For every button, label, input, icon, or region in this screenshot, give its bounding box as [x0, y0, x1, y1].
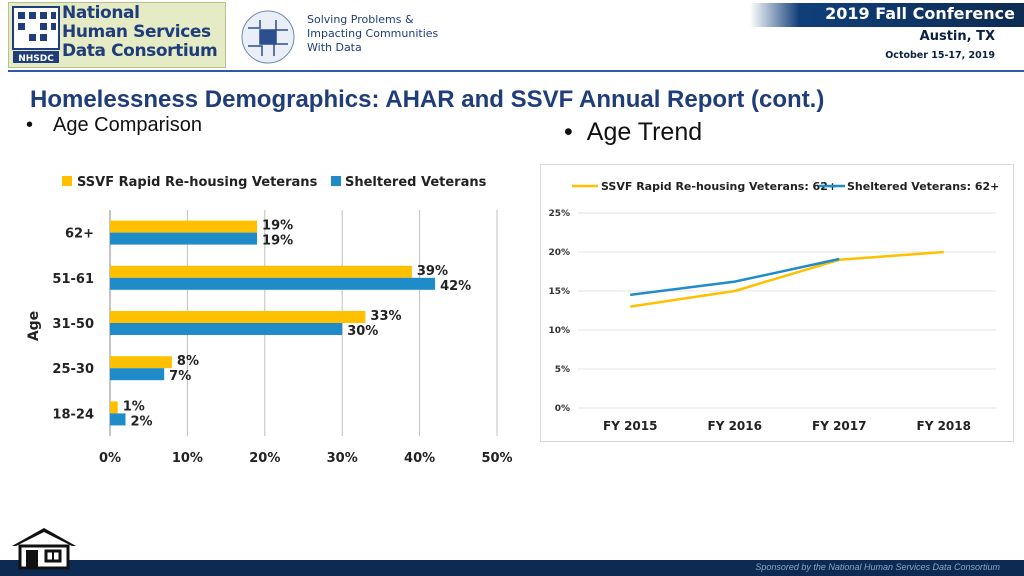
y-tick-label: 25-30	[52, 362, 94, 377]
data-label: 19%	[262, 219, 293, 234]
tagline: Solving Problems & Impacting Communities…	[307, 13, 439, 54]
data-label: 33%	[370, 309, 401, 324]
legend-label-ssvf-62: SSVF Rapid Re-housing Veterans: 62+	[601, 180, 837, 193]
bar-sheltered-veterans-51-61	[110, 277, 436, 290]
data-label: 1%	[123, 399, 145, 414]
line-legend: SSVF Rapid Re-housing Veterans: 62+ Shel…	[572, 180, 999, 193]
legend-label-sheltered: Sheltered Veterans	[345, 175, 487, 190]
page-title: Homelessness Demographics: AHAR and SSVF…	[30, 86, 825, 113]
legend-swatch-ssvf	[62, 176, 72, 186]
chart-frame	[540, 164, 1014, 442]
data-label: 19%	[262, 234, 293, 249]
line-series-sheltered-veterans-62	[630, 257, 840, 297]
x-tick-label: FY 2016	[708, 419, 762, 433]
y-tick-label: 0%	[555, 404, 570, 414]
y-tick-label: 10%	[548, 326, 570, 336]
data-label: 7%	[169, 369, 191, 384]
legend-label-ssvf: SSVF Rapid Re-housing Veterans	[77, 175, 318, 190]
footer-sponsor: Sponsored by the National Human Services…	[755, 562, 1000, 572]
x-tick-label: 0%	[99, 451, 121, 466]
data-label: 39%	[417, 264, 448, 279]
y-tick-label: 25%	[548, 209, 570, 219]
y-tick-label: 5%	[555, 365, 570, 375]
bullet-marker: •	[564, 118, 573, 146]
data-label: 42%	[440, 279, 471, 294]
y-axis-title: Age	[26, 311, 42, 341]
bar-ssvf-rapid-re-housing-veterans-25-30	[110, 356, 172, 369]
y-tick-label: 51-61	[52, 272, 94, 287]
bullet-age-trend: • Age Trend	[564, 118, 702, 147]
age-trend-line-chart: SSVF Rapid Re-housing Veterans: 62+ Shel…	[540, 164, 1014, 442]
x-tick-label: 30%	[327, 451, 358, 466]
bullet-marker: •	[26, 114, 34, 136]
footer-band	[0, 560, 1024, 576]
legend-label-sheltered-62: Sheltered Veterans: 62+	[847, 180, 999, 193]
org-name: National Human Services Data Consortium	[62, 3, 218, 61]
bullet-right-label: Age Trend	[586, 118, 703, 146]
bullet-age-comparison: • Age Comparison	[26, 114, 202, 137]
data-label: 8%	[177, 354, 199, 369]
logo-mark: NHSDC	[18, 54, 54, 64]
y-tick-label: 18-24	[52, 407, 94, 422]
bar-ssvf-rapid-re-housing-veterans-31-50	[110, 311, 366, 323]
bullet-left-label: Age Comparison	[53, 114, 202, 136]
conference-title: 2019 Fall Conference	[825, 4, 1015, 23]
x-tick-label: 50%	[481, 451, 512, 466]
home-icon[interactable]	[8, 526, 80, 570]
bar-sheltered-veterans-18-24	[110, 413, 126, 426]
data-label: 30%	[347, 324, 378, 339]
bar-ssvf-rapid-re-housing-veterans-18-24	[110, 401, 118, 414]
legend-swatch-sheltered	[331, 176, 341, 186]
bar-ssvf-rapid-re-housing-veterans-51-61	[110, 265, 412, 278]
line-series-ssvf-rapid-re-housing-veterans-62	[630, 250, 944, 308]
circuit-globe-icon	[241, 10, 295, 64]
y-tick-label: 20%	[548, 248, 570, 258]
conference-dates: October 15-17, 2019	[885, 50, 995, 61]
bar-sheltered-veterans-31-50	[110, 323, 343, 335]
age-comparison-bar-chart: SSVF Rapid Re-housing Veterans Sheltered…	[26, 175, 513, 466]
x-tick-label: FY 2015	[603, 419, 657, 433]
data-label: 2%	[130, 414, 152, 429]
x-tick-label: FY 2017	[812, 419, 866, 433]
conference-city: Austin, TX	[919, 29, 995, 44]
y-tick-label: 31-50	[52, 317, 94, 332]
logo-grid-icon: NHSDC	[12, 6, 60, 64]
x-tick-label: 20%	[249, 451, 280, 466]
bar-ssvf-rapid-re-housing-veterans-62	[110, 220, 258, 233]
bar-sheltered-veterans-62	[110, 232, 258, 245]
bar-sheltered-veterans-25-30	[110, 368, 165, 381]
y-tick-label: 15%	[548, 287, 570, 297]
y-tick-label: 62+	[65, 227, 94, 242]
header-divider	[8, 70, 1024, 72]
x-tick-label: 10%	[172, 451, 203, 466]
x-tick-label: FY 2018	[917, 419, 971, 433]
x-tick-label: 40%	[404, 451, 435, 466]
conference-banner	[750, 3, 1024, 27]
bar-legend: SSVF Rapid Re-housing Veterans Sheltered…	[62, 175, 487, 190]
